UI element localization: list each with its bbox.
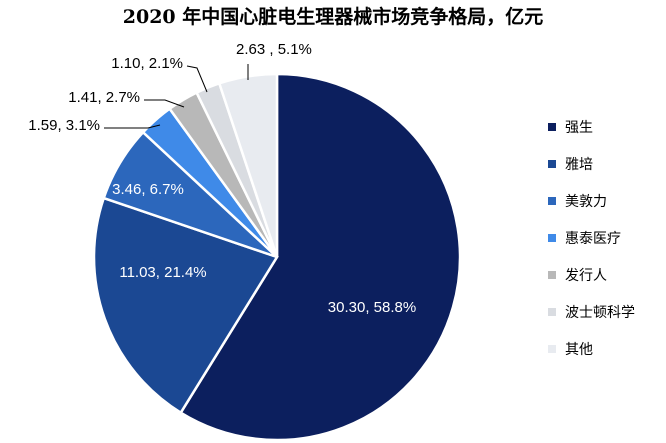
leader-line-6 [186,65,208,93]
legend-swatch [548,196,556,205]
pie-slice-2 [92,196,279,415]
legend-label: 雅培 [565,156,593,173]
data-label-1: 30.30, 58.8% [328,299,416,316]
legend-swatch [548,307,556,316]
legend-label: 发行人 [565,267,607,284]
legend-swatch [548,233,556,242]
legend-swatch [548,159,556,168]
legend-swatch [548,270,556,279]
legend-item-1: 强生 [548,108,635,145]
legend-item-6: 波士顿科学 [548,293,635,330]
legend-item-2: 雅培 [548,145,635,182]
data-label-5: 1.41, 2.7% [68,89,140,106]
pie-slice-1 [179,72,462,442]
data-label-2: 11.03, 21.4% [119,264,206,281]
legend-item-7: 其他 [548,330,635,367]
legend-item-3: 美敦力 [548,182,635,219]
legend-item-5: 发行人 [548,256,635,293]
legend-label: 美敦力 [565,193,607,210]
leader-line-5 [144,99,185,108]
chart-title: 2020 年中国心脏电生理器械市场竞争格局，亿元 [122,6,544,28]
legend-swatch [548,122,556,131]
legend-label: 强生 [565,119,593,136]
data-label-7: 2.63 , 5.1% [236,41,312,58]
chart-legend: 强生雅培美敦力惠泰医疗发行人波士顿科学其他 [548,108,635,367]
legend-swatch [548,344,556,353]
leader-line-4 [104,124,161,129]
data-label-6: 1.10, 2.1% [111,55,183,72]
data-label-3: 3.46, 6.7% [112,181,184,198]
legend-label: 波士顿科学 [565,304,635,321]
legend-item-4: 惠泰医疗 [548,219,635,256]
legend-label: 其他 [565,341,593,358]
legend-label: 惠泰医疗 [565,230,621,247]
data-label-4: 1.59, 3.1% [28,117,100,134]
